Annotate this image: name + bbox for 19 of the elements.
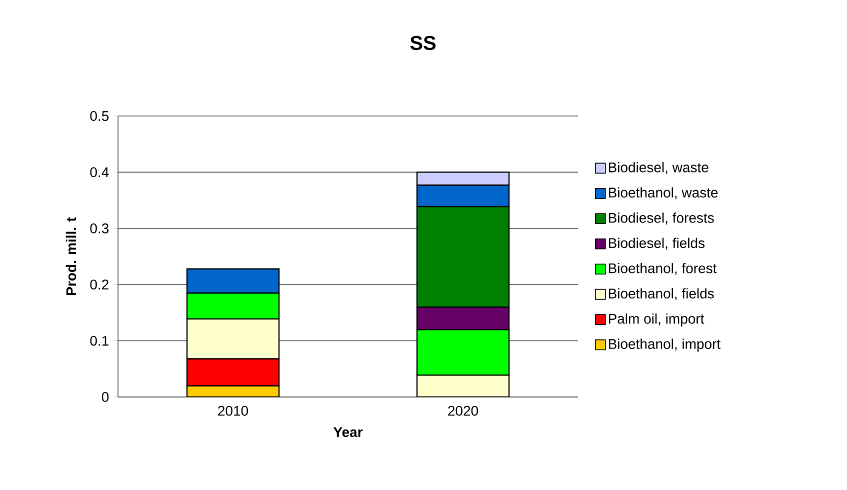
x-tick-label: 2020	[448, 406, 478, 416]
x-tick-label: 2010	[218, 406, 248, 416]
legend-label: Bioethanol, fields	[608, 288, 714, 300]
legend-label: Bioethanol, forest	[608, 262, 717, 275]
y-tick-label: 0	[102, 392, 109, 402]
x-axis-title: Year	[333, 427, 363, 438]
legend-label: Bioethanol, import	[608, 338, 720, 352]
y-tick-label: 0.2	[90, 280, 108, 290]
legend-label: Palm oil, import	[608, 313, 704, 326]
y-tick-label: 0.3	[90, 223, 109, 234]
y-axis-title: Prod. mill. t	[66, 217, 76, 295]
legend-label: Biodiesel, waste	[608, 162, 708, 174]
y-tick-label: 0.4	[90, 167, 109, 178]
y-tick-label: 0.5	[90, 111, 109, 121]
legend-label: Biodiesel, fields	[608, 238, 705, 250]
y-tick-label: 0.1	[90, 336, 108, 346]
legend-label: Biodiesel, forests	[608, 212, 714, 224]
chart-title: SS	[410, 36, 436, 50]
legend-label: Bioethanol, waste	[608, 187, 718, 200]
